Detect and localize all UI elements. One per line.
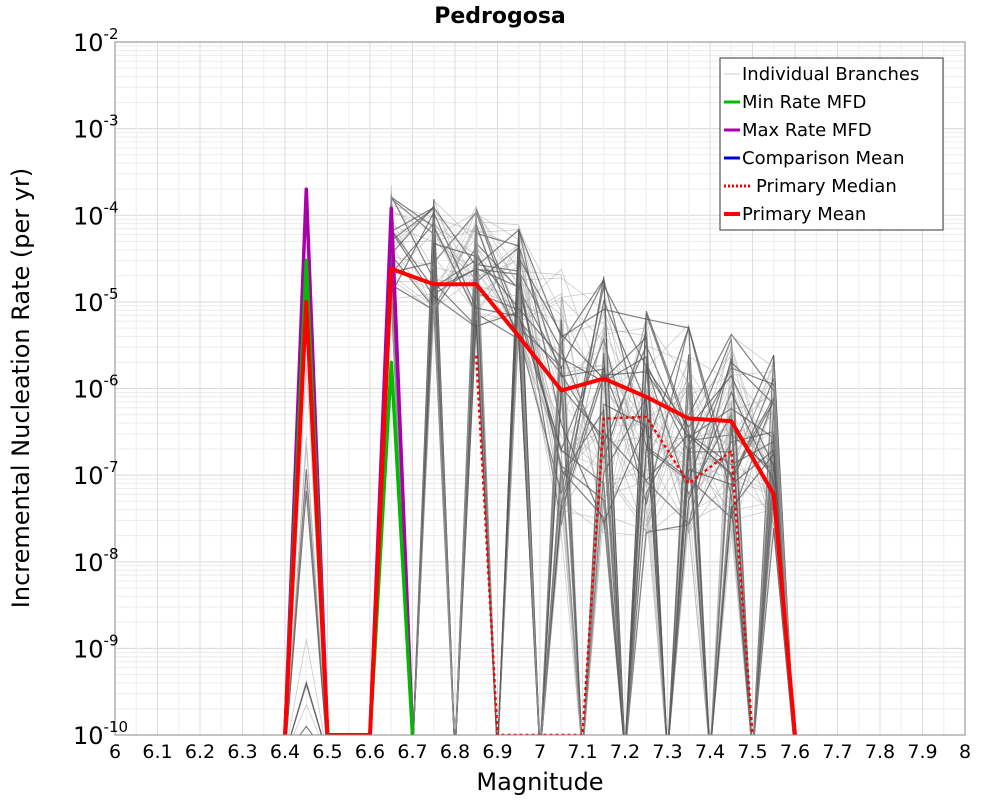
x-tick-label: 6 [109, 741, 121, 763]
series-primary-mean [283, 266, 797, 735]
y-tick-label: 10-8 [73, 545, 119, 577]
legend-label: Primary Mean [742, 204, 866, 225]
legend-label: Individual Branches [742, 64, 919, 85]
series-primary-median [474, 355, 754, 735]
x-tick-label: 6.6 [355, 741, 385, 763]
y-tick-labels: 10-2 10-3 10-4 10-5 10-6 10-7 10-8 10-9 10-10 [73, 25, 128, 750]
legend-box [719, 57, 944, 231]
x-tick-label: 7.3 [652, 741, 682, 763]
y-tick-label: 10-9 [73, 631, 119, 663]
x-tick-label: 7.2 [610, 741, 640, 763]
y-tick-label: 10-2 [73, 25, 119, 57]
y-tick-label: 10-7 [73, 458, 119, 490]
x-tick-label: 6.3 [227, 741, 257, 763]
x-tick-label: 6.5 [312, 741, 342, 763]
legend-label: Primary Median [756, 176, 897, 197]
branch-line [286, 211, 795, 735]
x-tick-label: 6.7 [397, 741, 427, 763]
legend: Individual Branches Min Rate MFD Max Rate … [719, 57, 944, 231]
x-tick-label: 6.4 [270, 741, 300, 763]
y-tick-label: 10-5 [73, 285, 119, 317]
x-tick-label: 7.7 [822, 741, 852, 763]
y-axis-label: Incremental Nucleation Rate (per yr) [7, 168, 35, 608]
x-tick-label: 7.4 [695, 741, 725, 763]
x-tick-label: 7.6 [780, 741, 810, 763]
x-tick-label: 6.1 [142, 741, 172, 763]
branch-line [286, 224, 795, 735]
y-tick-label: 10-10 [73, 718, 128, 750]
x-tick-label: 7.8 [865, 741, 895, 763]
summary-series [283, 187, 797, 735]
x-tick-label: 6.8 [440, 741, 470, 763]
y-tick-label: 10-4 [73, 198, 119, 230]
x-tick-label: 7.9 [907, 741, 937, 763]
x-tick-label: 7.5 [737, 741, 767, 763]
legend-label: Min Rate MFD [742, 92, 866, 113]
legend-label: Max Rate MFD [742, 120, 872, 141]
x-tick-label: 6.9 [482, 741, 512, 763]
x-tick-label: 6.2 [185, 741, 215, 763]
x-tick-label: 7.1 [567, 741, 597, 763]
chart-title: Pedrogosa [434, 4, 566, 29]
plot-border [114, 41, 966, 736]
series-max-rate-mfd [283, 187, 415, 735]
x-axis-label: Magnitude [476, 768, 603, 796]
y-tick-label: 10-3 [73, 112, 119, 144]
x-tick-labels: 6 6.1 6.2 6.3 6.4 6.5 6.6 6.7 6.8 6.9 7 7.1 7.2 7.3 7.… [109, 741, 971, 763]
x-tick-label: 7 [534, 741, 546, 763]
grid-lines [114, 42, 966, 736]
x-tick-label: 8 [959, 741, 971, 763]
legend-label: Comparison Mean [742, 148, 905, 169]
y-tick-label: 10-6 [73, 372, 119, 404]
